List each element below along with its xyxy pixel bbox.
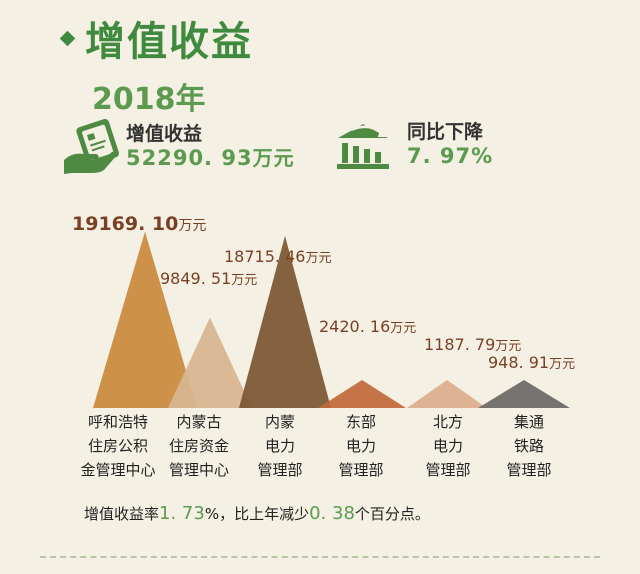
stat-label: 增值收益 [126,123,203,145]
category-label: 集通 铁路 管理部 [506,413,552,479]
footer-note: 增值收益率1. 73%，比上年减少0. 38个百分点。 [84,503,430,524]
year-label: 2018年 [92,82,206,117]
section-header: 增值收益 [59,10,253,66]
mountain-2 [239,235,331,408]
diamond-bullet-icon [59,30,76,46]
value-label-0: 19169. 10万元 [72,213,206,235]
mountain-4 [407,380,487,408]
mountain-5 [478,380,570,408]
value-label-2: 18715. 46万元 [224,247,331,266]
stat-value: 52290. 93万元 [126,146,295,170]
category-label: 内蒙 电力 管理部 [257,413,303,479]
stat-label: 同比下降 [407,121,484,143]
mountain-1 [168,317,252,408]
category-label: 北方 电力 管理部 [425,413,471,479]
stat-total-income: 增值收益 52290. 93万元 [62,118,295,176]
mountain-3 [318,380,406,408]
card-hand-icon [64,118,119,174]
value-label-5: 948. 91万元 [488,353,575,372]
value-label-3: 2420. 16万元 [319,317,416,336]
x-axis-labels: 呼和浩特 住房公积 金管理中心 内蒙古 住房资金 管理中心 内蒙 电力 管理部 东部 电力 管理… [0,410,640,486]
stat-value: 7. 97% [407,144,494,168]
bank-chart-icon [337,124,389,169]
dashed-divider [40,556,600,558]
mountain-0 [93,231,197,408]
value-label-1: 9849. 51万元 [160,269,257,288]
category-label: 东部 电力 管理部 [338,413,384,479]
mountain-chart: 19169. 10万元 9849. 51万元 18715. 46万元 2420. 16… [72,213,575,408]
category-label: 呼和浩特 住房公积 金管理中心 [80,413,156,479]
stat-yoy-change: 同比下降 7. 97% [333,118,493,172]
page-title: 增值收益 [85,19,253,65]
value-label-4: 1187. 79万元 [424,335,521,354]
category-label: 内蒙古 住房资金 管理中心 [168,413,229,479]
